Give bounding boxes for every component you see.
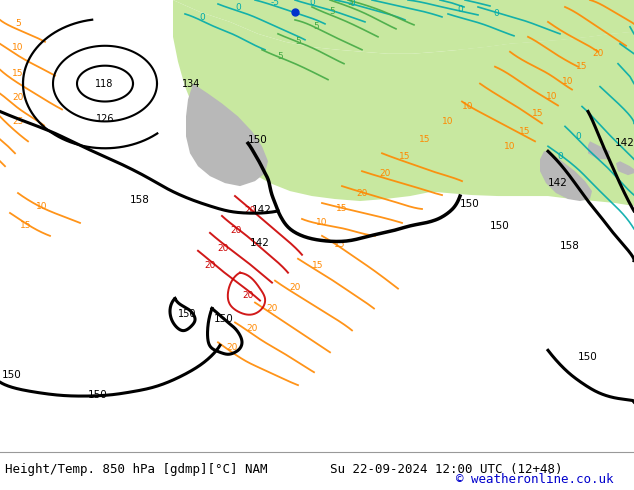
Text: 0: 0 [493, 9, 499, 19]
Polygon shape [186, 84, 268, 186]
Text: 15: 15 [336, 204, 348, 214]
Text: 5: 5 [277, 52, 283, 61]
Text: 15: 15 [334, 240, 346, 249]
Text: 158: 158 [130, 195, 150, 205]
Text: -5: -5 [271, 0, 280, 7]
Text: 15: 15 [576, 62, 588, 71]
Text: 15: 15 [533, 109, 544, 118]
Text: 142: 142 [548, 178, 568, 188]
Text: 15: 15 [519, 127, 531, 136]
Polygon shape [173, 0, 634, 54]
Text: 10: 10 [443, 117, 454, 126]
Text: 15: 15 [419, 135, 430, 144]
Text: 0: 0 [457, 5, 463, 14]
Text: 0: 0 [235, 3, 241, 12]
Text: Su 22-09-2024 12:00 UTC (12+48): Su 22-09-2024 12:00 UTC (12+48) [330, 463, 562, 476]
Text: 150: 150 [214, 315, 234, 324]
Text: 158: 158 [580, 0, 600, 2]
Text: 10: 10 [504, 142, 515, 151]
Text: 0: 0 [349, 0, 355, 8]
Text: 10: 10 [547, 92, 558, 101]
Text: 20: 20 [242, 291, 254, 300]
Text: © weatheronline.co.uk: © weatheronline.co.uk [456, 473, 614, 486]
Text: 0: 0 [557, 152, 563, 161]
Text: 150: 150 [88, 390, 108, 400]
Text: 150: 150 [2, 370, 22, 380]
Text: 5: 5 [295, 37, 301, 46]
Text: 0: 0 [575, 132, 581, 141]
Text: 5: 5 [15, 20, 21, 28]
Text: 126: 126 [96, 115, 115, 124]
Text: 20: 20 [204, 261, 216, 270]
Text: 134: 134 [182, 78, 200, 89]
Text: 20: 20 [379, 169, 391, 178]
Text: Height/Temp. 850 hPa [gdmp][°C] NAM: Height/Temp. 850 hPa [gdmp][°C] NAM [5, 463, 268, 476]
Text: 20: 20 [592, 49, 604, 58]
Polygon shape [540, 151, 592, 201]
Text: 10: 10 [562, 77, 574, 86]
Text: 5: 5 [347, 0, 353, 7]
Polygon shape [616, 161, 634, 175]
Text: 15: 15 [399, 152, 411, 161]
Text: 10: 10 [12, 43, 23, 52]
Text: 5: 5 [329, 7, 335, 17]
Text: 142: 142 [560, 0, 580, 2]
Text: 20: 20 [244, 206, 256, 216]
Text: 5: 5 [313, 23, 319, 31]
Text: 20: 20 [289, 283, 301, 292]
Text: 20: 20 [266, 304, 278, 313]
Text: 150: 150 [178, 310, 197, 319]
Text: 10: 10 [36, 201, 48, 211]
Text: 15: 15 [313, 261, 324, 270]
Text: 142: 142 [252, 205, 272, 215]
Text: 150: 150 [578, 352, 598, 362]
Text: 0: 0 [199, 13, 205, 23]
Text: 10: 10 [462, 102, 474, 111]
Text: 20: 20 [230, 226, 242, 235]
Text: 142: 142 [615, 138, 634, 148]
Text: 20: 20 [226, 343, 238, 352]
Text: 15: 15 [20, 221, 32, 230]
Text: 0: 0 [309, 0, 315, 7]
Text: 10: 10 [316, 219, 328, 227]
Text: 20: 20 [247, 324, 257, 333]
Text: 150: 150 [248, 135, 268, 146]
Text: 142: 142 [250, 238, 270, 248]
Text: 20: 20 [12, 93, 23, 102]
Text: 20: 20 [356, 189, 368, 197]
Text: 150: 150 [490, 221, 510, 231]
Text: 20: 20 [217, 245, 229, 253]
Polygon shape [400, 32, 634, 206]
Text: 15: 15 [12, 69, 23, 78]
Text: 158: 158 [560, 241, 580, 251]
Polygon shape [173, 0, 634, 201]
Text: 25: 25 [12, 117, 23, 126]
Polygon shape [588, 141, 610, 159]
Text: 150: 150 [460, 199, 480, 209]
Text: 118: 118 [95, 78, 113, 89]
